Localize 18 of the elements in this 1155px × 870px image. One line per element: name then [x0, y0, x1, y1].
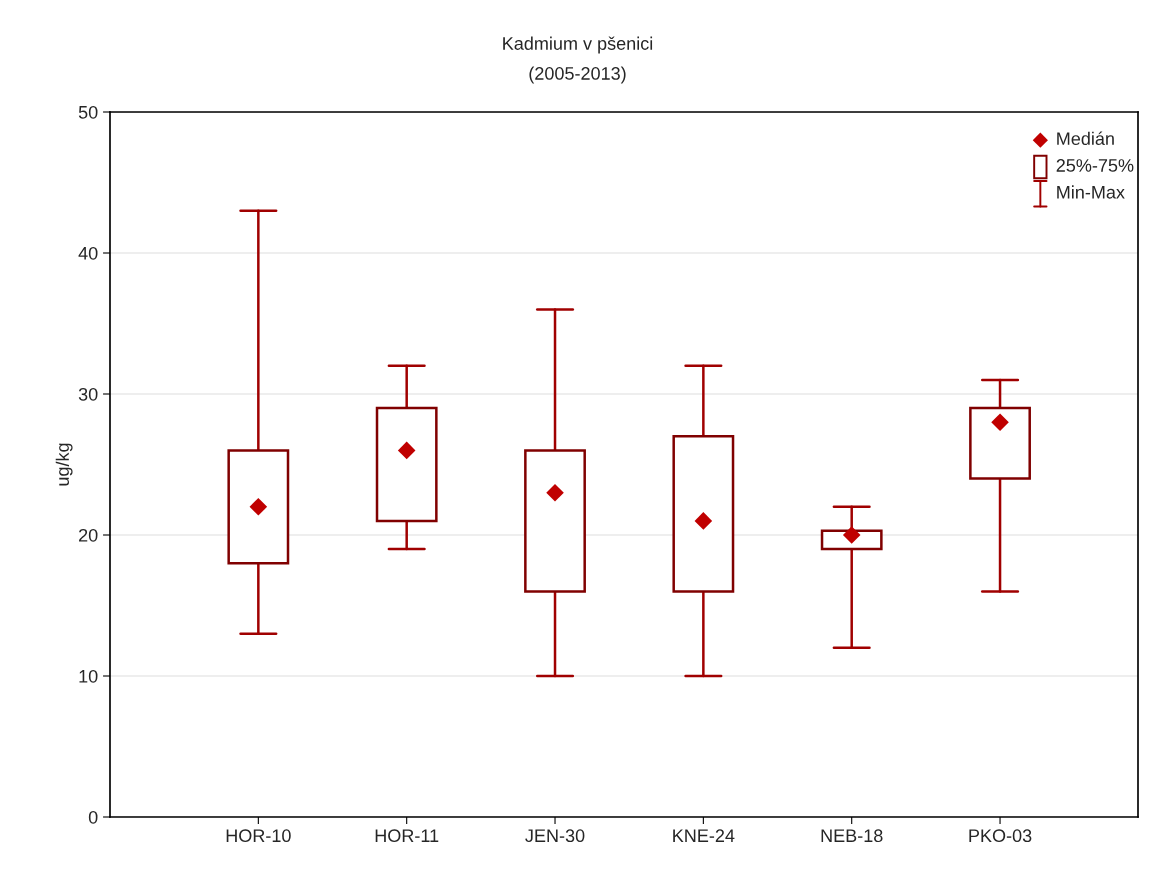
x-tick-label: HOR-10	[226, 829, 291, 843]
annotation: Min-Max	[1057, 185, 1125, 199]
annotation: 25%-75%	[1056, 159, 1134, 172]
annotation: Medián	[1057, 131, 1114, 146]
y-tick-label: 0	[88, 810, 98, 824]
y-tick-label: 40	[78, 246, 98, 260]
y-tick-label: 10	[79, 669, 98, 683]
y-axis-title: ug/kg	[55, 443, 73, 486]
x-tick-label: JEN-30	[525, 829, 585, 843]
y-tick-label: 50	[78, 105, 98, 119]
chart-title: Kadmium v pšenici	[503, 36, 653, 54]
x-tick-label: NEB-18	[821, 829, 883, 843]
y-tick-label: 20	[79, 528, 98, 542]
x-tick-label: HOR-11	[375, 829, 439, 843]
chart-subtitle: (2005-2013)	[529, 66, 626, 84]
x-tick-label: KNE-24	[673, 829, 735, 842]
x-tick-label: PKO-03	[969, 829, 1032, 843]
y-tick-label: 30	[78, 387, 98, 401]
